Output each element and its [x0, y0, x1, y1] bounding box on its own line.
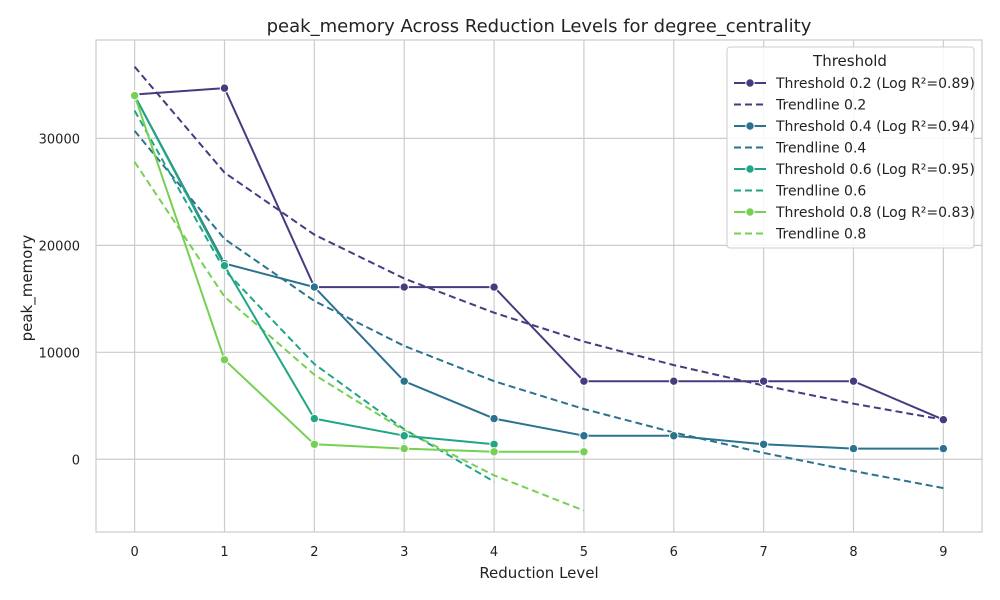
x-tick-label: 9 — [939, 545, 947, 560]
data-point — [219, 83, 230, 93]
data-point — [309, 282, 320, 292]
data-point — [579, 376, 589, 386]
legend-marker — [745, 164, 755, 174]
y-axis-label: peak_memory — [18, 234, 37, 341]
trendline-1 — [133, 66, 944, 421]
series-line-0 — [134, 87, 944, 421]
trendline-5 — [133, 110, 495, 483]
data-point — [309, 413, 320, 424]
legend-items: Threshold 0.2 (Log R²=0.89) Trendline 0.2… — [734, 76, 975, 243]
legend-label: Threshold 0.8 (Log R²=0.83) — [775, 205, 975, 221]
legend-box — [726, 46, 975, 249]
legend-label: Threshold 0.4 (Log R²=0.94) — [775, 119, 975, 135]
x-tick-label: 8 — [849, 545, 857, 560]
y-tick-label: 20000 — [39, 239, 80, 254]
y-tick-label: 0 — [72, 453, 80, 468]
data-point — [669, 376, 679, 386]
data-point — [219, 355, 230, 365]
legend-label: Trendline 0.6 — [775, 184, 866, 200]
x-tick-label: 1 — [220, 545, 228, 560]
data-point — [669, 431, 679, 441]
x-tick-label: 4 — [490, 545, 498, 560]
trendline-3 — [133, 130, 944, 490]
series-line-6 — [133, 95, 584, 453]
data-point — [489, 282, 499, 292]
data-point — [758, 439, 769, 449]
data-point — [848, 376, 859, 386]
data-point — [129, 90, 140, 101]
legend-label: Trendline 0.2 — [775, 98, 866, 114]
data-point — [219, 260, 230, 271]
legend-title: Threshold — [812, 52, 887, 70]
legend-marker — [745, 121, 755, 131]
series-line-2 — [133, 95, 944, 450]
y-tick-label: 30000 — [39, 132, 80, 147]
data-point — [489, 413, 499, 424]
data-point — [399, 282, 409, 292]
legend-label: Trendline 0.4 — [775, 141, 866, 157]
series-layer — [129, 66, 949, 512]
x-tick-label: 3 — [400, 545, 408, 560]
legend-marker — [745, 207, 755, 217]
trendline-7 — [133, 161, 585, 512]
x-tick-label: 5 — [580, 545, 588, 560]
tick-labels: 0 1 2 3 4 5 6 7 8 9 0 10000 20000 30000 — [39, 132, 948, 560]
data-point — [489, 447, 499, 457]
legend-label: Threshold 0.6 (Log R²=0.95) — [775, 162, 975, 178]
data-point — [579, 447, 589, 457]
legend-label: Threshold 0.2 (Log R²=0.89) — [775, 76, 975, 92]
data-point — [938, 414, 949, 425]
x-tick-label: 7 — [760, 545, 768, 560]
data-point — [848, 443, 859, 454]
x-axis-label: Reduction Level — [479, 564, 598, 582]
data-point — [399, 376, 409, 386]
x-tick-label: 6 — [670, 545, 678, 560]
data-point — [399, 443, 409, 454]
data-point — [579, 431, 589, 441]
legend-marker — [745, 78, 755, 88]
y-tick-label: 10000 — [39, 346, 80, 361]
data-point — [309, 439, 320, 449]
x-tick-label: 0 — [130, 545, 138, 560]
data-point — [758, 376, 769, 386]
legend-label: Trendline 0.8 — [775, 227, 866, 243]
chart-title: peak_memory Across Reduction Levels for … — [267, 16, 812, 37]
data-point — [399, 431, 409, 441]
legend: Threshold Threshold 0.2 (Log R²=0.89) Tre… — [726, 46, 975, 249]
data-point — [938, 443, 949, 454]
x-tick-label: 2 — [310, 545, 318, 560]
